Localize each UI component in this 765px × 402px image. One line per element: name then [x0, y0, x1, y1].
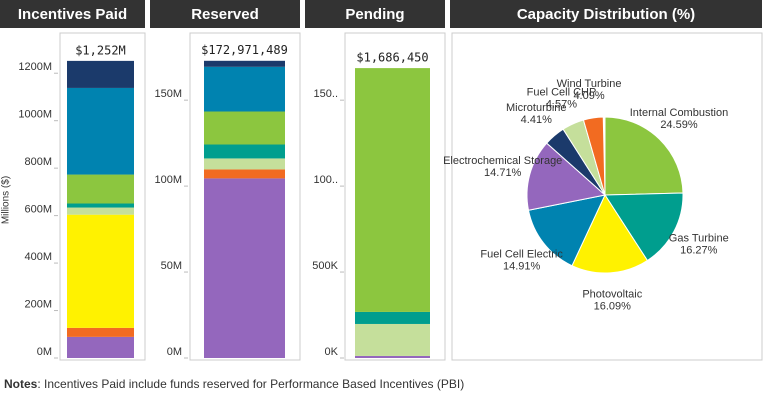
y-tick-label: 200M [24, 298, 52, 310]
bar-segment [355, 355, 430, 358]
panel-title: Pending [345, 6, 404, 23]
y-tick-label: 100.. [314, 174, 338, 186]
y-tick-label: 500K [312, 260, 338, 272]
pie-slice [571, 193, 649, 274]
slice-label: Photovoltaic [582, 289, 642, 301]
panel-box [189, 32, 301, 361]
bar-segment [204, 169, 285, 179]
y-tick-label: 800M [24, 156, 52, 168]
pie-slice [526, 142, 607, 211]
y-tick-label: 150.. [314, 88, 338, 100]
total-label: $1,686,450 [356, 51, 428, 65]
slice-value: 14.71% [484, 167, 522, 179]
slice-value: 4.41% [521, 114, 552, 126]
total-label: $172,971,489 [201, 43, 288, 57]
y-tick-label: 1200M [18, 61, 52, 73]
total-label: $1,252M [75, 43, 126, 57]
bar-segment [67, 87, 134, 175]
bar-segment [355, 323, 430, 356]
y-tick-label: 0M [37, 346, 52, 358]
y-axis-label: Millions ($) [1, 176, 12, 224]
note-text: : Incentives Paid include funds reserved… [37, 377, 464, 391]
slice-value: 4.57% [546, 98, 577, 110]
slice-value: 4.09% [573, 90, 604, 102]
bar-segment [204, 178, 285, 358]
y-tick-label: 1000M [18, 109, 52, 121]
y-tick-label: 50M [161, 260, 182, 272]
bar-segment [355, 68, 430, 312]
y-tick-label: 400M [24, 251, 52, 263]
bar-segment [67, 327, 134, 337]
panel-title: Capacity Distribution (%) [517, 6, 695, 23]
slice-label: Gas Turbine [669, 232, 729, 244]
panel-box [451, 32, 763, 361]
panel-header [305, 0, 445, 28]
bar-segment [67, 214, 134, 328]
slice-value: 24.59% [660, 119, 698, 131]
slice-label: Internal Combustion [630, 107, 728, 119]
bar-segment [204, 144, 285, 159]
y-tick-label: 600M [24, 204, 52, 216]
bar-segment [67, 336, 134, 358]
y-tick-label: 100M [154, 174, 182, 186]
bar-segment [355, 311, 430, 324]
pie-slice [527, 194, 606, 267]
panel-title: Reserved [191, 6, 259, 23]
panel-box [59, 32, 146, 361]
note: Notes: Incentives Paid include funds res… [4, 377, 464, 391]
bar-segment [204, 111, 285, 145]
slice-value: 16.27% [680, 244, 718, 256]
bar-segment [67, 203, 134, 208]
panel-header [0, 0, 145, 28]
note-label: Notes [4, 377, 38, 391]
panel-header [450, 0, 762, 28]
slice-label: Fuel Cell Electric [480, 248, 563, 260]
slice-label: Electrochemical Storage [443, 155, 562, 167]
y-tick-label: 150M [154, 88, 182, 100]
panel-header [150, 0, 300, 28]
pie-slice [582, 116, 606, 196]
bar-segment [67, 60, 134, 88]
slice-value: 16.09% [594, 301, 632, 313]
pie-slice [604, 116, 684, 196]
panel-title: Incentives Paid [18, 6, 127, 23]
bar-segment [67, 174, 134, 204]
bar-segment [204, 60, 285, 67]
y-tick-label: 0K [325, 346, 339, 358]
y-tick-label: 0M [167, 346, 182, 358]
panel-box [344, 32, 446, 361]
bar-segment [204, 66, 285, 112]
slice-label: Wind Turbine [557, 78, 622, 90]
slice-label: Microturbine [506, 102, 567, 114]
bar-segment [67, 207, 134, 215]
bar-segment [204, 158, 285, 170]
slice-value: 14.91% [503, 260, 541, 272]
slice-label: Fuel Cell CHP [527, 86, 597, 98]
pie-slice [604, 192, 684, 262]
